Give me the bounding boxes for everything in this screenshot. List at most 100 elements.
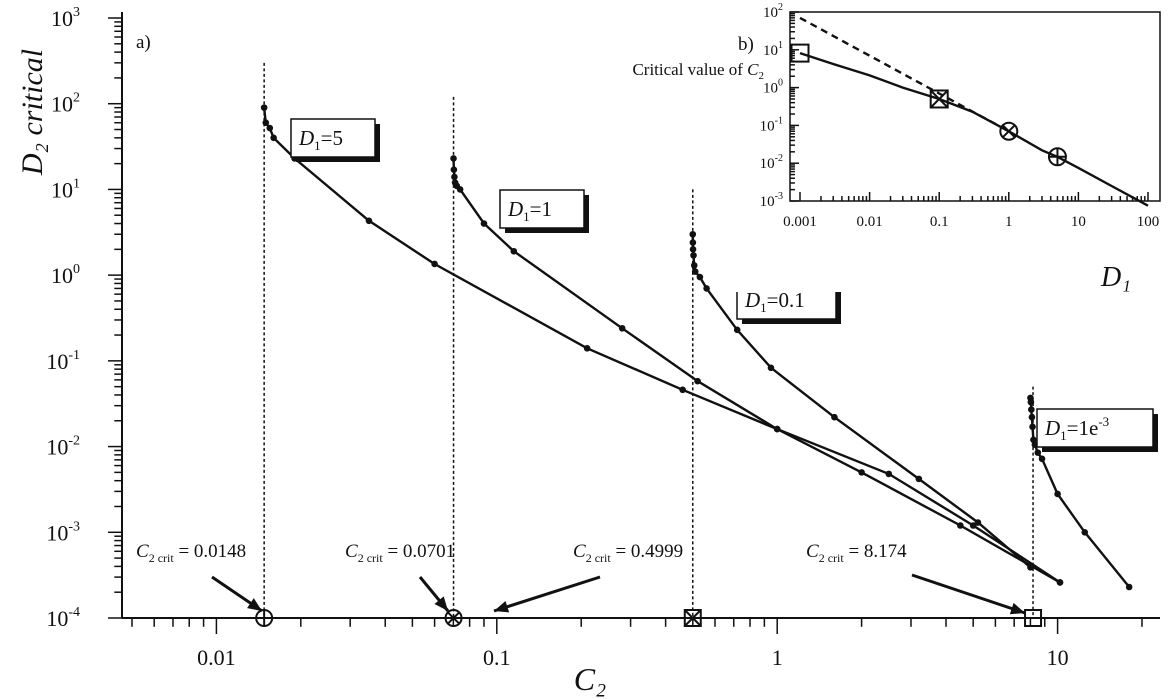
curves: [260, 104, 1133, 591]
inset-y-tick-label: 102: [763, 2, 783, 21]
series-label: D1=1: [507, 197, 552, 224]
inset-axes: 0.001 0.01 0.1 1 10 100 10-3 10-2 10-1 100 101 102: [760, 2, 1161, 230]
inset-marker-glyph: [929, 89, 949, 109]
data-point: [260, 104, 268, 111]
data-point: [915, 475, 923, 483]
crit-annotations: C2 crit = 0.0148 C2 crit = 0.0701 C2 crit …: [136, 541, 1026, 615]
data-point: [480, 220, 488, 227]
label-box: [499, 189, 585, 229]
panel-label-a: a): [136, 32, 151, 53]
data-point: [694, 377, 701, 385]
inset-x-tick-label: 10: [1071, 214, 1086, 230]
data-point: [689, 230, 697, 238]
data-point: [451, 173, 458, 181]
arrow-head: [247, 598, 262, 611]
data-point: [1054, 490, 1061, 498]
data-point: [1027, 564, 1034, 571]
data-point: [885, 470, 893, 478]
inset-marker: [999, 121, 1019, 141]
data-point: [689, 239, 697, 246]
y-axis-label: D₂ critical: [16, 49, 49, 176]
annotation-arrow: [911, 573, 1026, 615]
inset-y-tick-label: 10-3: [760, 191, 783, 210]
data-point: [974, 519, 982, 526]
crit-annotation: C2 crit = 0.0148: [136, 541, 246, 565]
data-point: [1125, 583, 1133, 591]
inset-y-tick-label: 10-2: [760, 153, 783, 172]
label-box: [290, 118, 376, 158]
y-tick-label: 10-2: [46, 434, 80, 460]
arrow-head: [1009, 602, 1025, 615]
inset-markers: [790, 43, 1067, 167]
data-point: [767, 364, 775, 372]
data-point: [1028, 413, 1036, 421]
series-label: D1=5: [298, 126, 343, 153]
inset-frame: [789, 11, 1161, 202]
series-label: D1=0.1: [744, 288, 805, 315]
data-point: [450, 155, 457, 162]
crit-marker: [683, 609, 702, 627]
data-point: [583, 345, 591, 352]
inset-chart: b) Critical value of C2 D₁ 0.001 0.01 0.1 1…: [632, 0, 1175, 293]
inset-y-title: Critical value of C2: [632, 60, 764, 82]
data-point: [1027, 398, 1035, 406]
data-point: [969, 522, 977, 529]
y-tick-label: 103: [51, 5, 80, 31]
panel-label-b: b): [738, 34, 754, 55]
y-tick-label: 10-3: [46, 519, 80, 545]
data-point: [1028, 406, 1035, 413]
x-tick-label: 0.01: [197, 645, 236, 670]
inset-curves: [799, 16, 1149, 207]
axes: 0.01 0.1 1 10 10-4 10-3 10-2 10-1 100 101 102 103: [46, 5, 1160, 670]
arrow-head: [434, 596, 448, 611]
data-point: [696, 273, 704, 281]
series-label: D1=1e-3: [1044, 414, 1109, 443]
inset-x-tick-label: 1: [1005, 214, 1013, 230]
inset-x-label: D₁: [1100, 262, 1131, 293]
y-tick-label: 10-1: [46, 348, 80, 374]
x-tick-label: 0.1: [483, 645, 511, 670]
crit-marker-glyph: [684, 609, 702, 627]
crit-markers: [255, 609, 1043, 627]
inset-y-tick-label: 100: [763, 78, 783, 97]
inset-x-tick-label: 100: [1137, 214, 1160, 230]
data-point: [690, 262, 698, 269]
data-point: [1056, 579, 1064, 586]
data-point: [510, 247, 518, 255]
annotation-arrow: [493, 575, 601, 613]
y-tick-label: 102: [51, 91, 80, 117]
data-point: [679, 386, 686, 394]
data-point: [266, 124, 274, 132]
label-box: [1036, 408, 1154, 448]
inset-x-tick-label: 0.1: [930, 214, 949, 230]
data-point: [733, 326, 741, 334]
crit-marker: [444, 609, 463, 627]
inset-marker-glyph: [1002, 124, 1016, 138]
data-point: [1038, 455, 1046, 463]
y-tick-label: 101: [51, 176, 80, 202]
x-tick-label: 1: [772, 645, 783, 670]
inset-x-tick-label: 0.01: [856, 214, 882, 230]
data-point: [689, 246, 697, 253]
data-point: [957, 522, 964, 529]
data-point: [450, 166, 458, 173]
inset-marker: [790, 43, 810, 63]
y-tick-label: 100: [51, 262, 80, 288]
inset-y-tick-label: 10-1: [760, 115, 783, 134]
inset-y-tick-label: 101: [763, 40, 783, 59]
inset-background: [720, 0, 1175, 292]
crit-marker: [1024, 609, 1043, 627]
data-point: [262, 119, 270, 127]
inset-marker: [929, 89, 949, 109]
data-point: [1034, 449, 1042, 456]
data-point: [365, 217, 373, 225]
y-tick-label: 10-4: [46, 605, 80, 631]
data-point: [1081, 528, 1089, 536]
crit-annotation: C2 crit = 0.4999: [573, 541, 683, 565]
data-point: [831, 413, 838, 421]
data-point: [270, 134, 277, 142]
crit-marker-glyph: [447, 611, 460, 625]
data-point: [1029, 423, 1036, 431]
data-point: [618, 324, 626, 332]
